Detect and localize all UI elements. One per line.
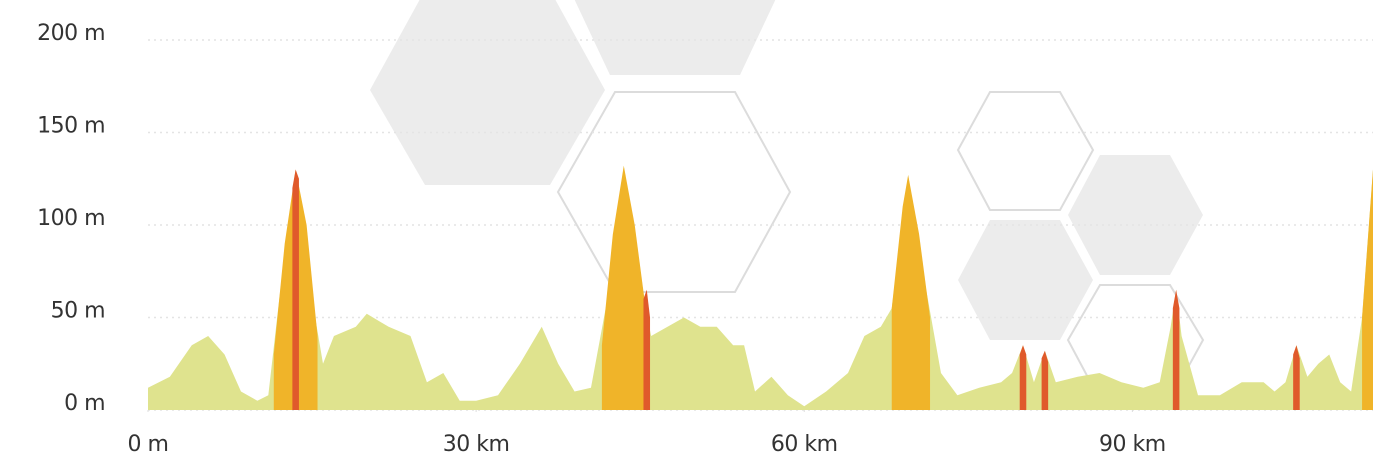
background-decoration <box>370 0 1203 400</box>
y-tick-label: 50 m <box>51 299 105 324</box>
x-tick-label: 30 km <box>443 432 510 457</box>
elevation-area <box>602 166 646 410</box>
y-tick-label: 150 m <box>37 114 105 139</box>
x-tick-label: 90 km <box>1099 432 1166 457</box>
elevation-area <box>1293 345 1300 410</box>
elevation-area <box>1173 290 1180 410</box>
x-tick-label: 60 km <box>771 432 838 457</box>
y-tick-label: 0 m <box>64 391 105 416</box>
x-tick-label: 0 m <box>128 432 169 457</box>
elevation-area <box>1020 345 1027 410</box>
elevation-area <box>1042 351 1049 410</box>
y-tick-label: 100 m <box>37 206 105 231</box>
elevation-chart: 0 m 50 m 100 m 150 m 200 m 0 m 30 km 60 km 90 km <box>0 0 1373 459</box>
y-tick-label: 200 m <box>37 21 105 46</box>
elevation-area <box>892 175 930 410</box>
elevation-area <box>292 170 299 411</box>
elevation-area <box>643 290 650 410</box>
elevation-area <box>1362 170 1373 411</box>
